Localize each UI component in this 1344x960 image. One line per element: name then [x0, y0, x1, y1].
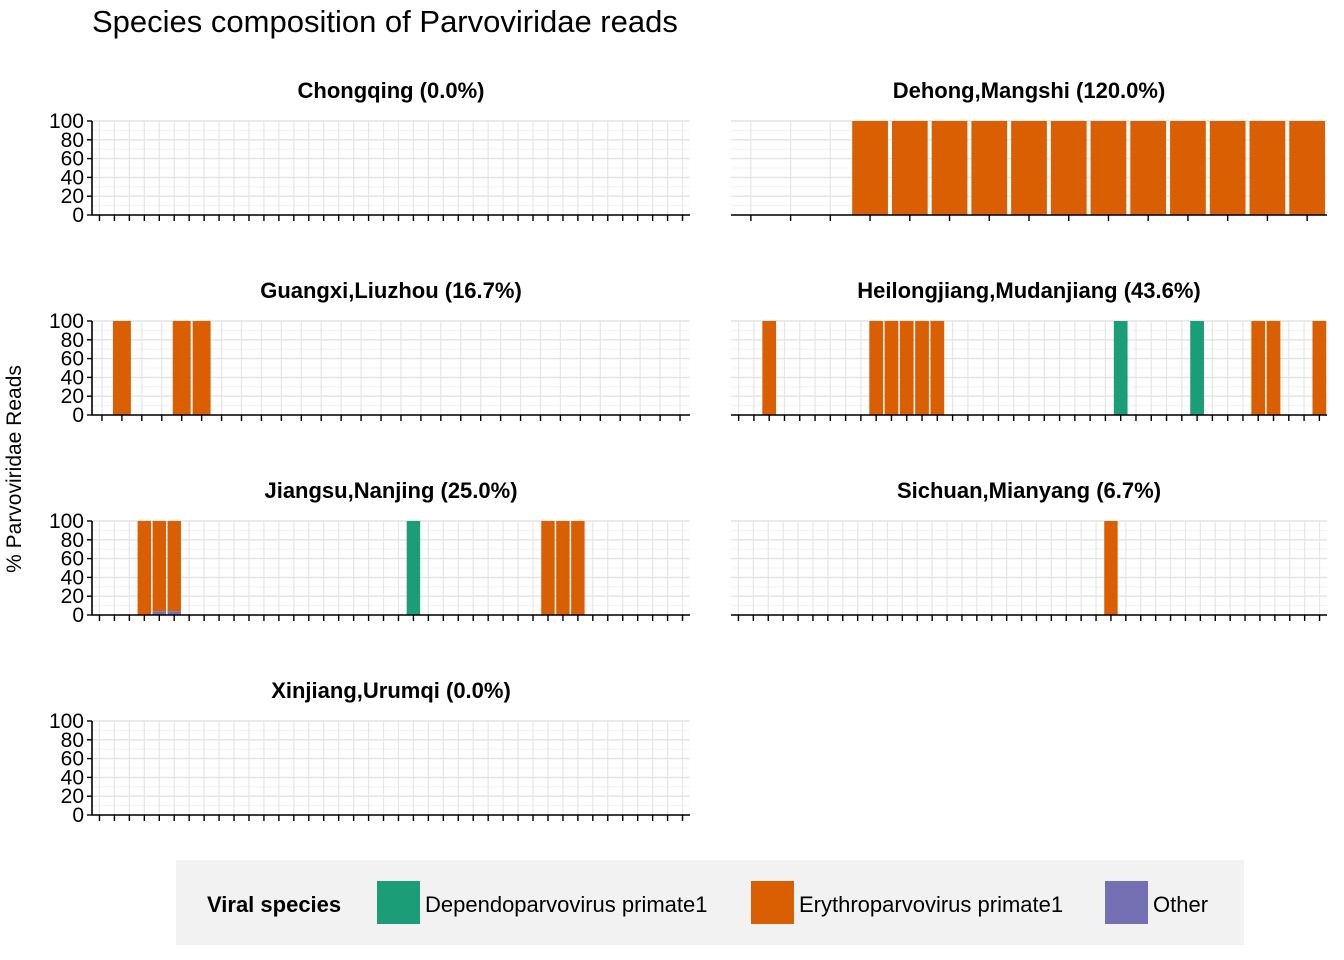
legend-box: [176, 860, 1244, 945]
bar-segment-erythroparvovirus: [1266, 321, 1281, 415]
legend: Viral species Dependoparvovirus primate1 E…: [176, 860, 1244, 945]
facet-strip-label: Jiangsu,Nanjing (25.0%): [264, 478, 517, 503]
bar-segment-erythroparvovirus: [556, 521, 570, 615]
y-tick-label: 80: [61, 329, 84, 352]
facet-strip-label: Guangxi,Liuzhou (16.7%): [260, 278, 522, 303]
bar-segment-erythroparvovirus: [1130, 121, 1167, 215]
bar-segment-erythroparvovirus: [1170, 121, 1206, 215]
y-tick-label: 0: [72, 604, 84, 627]
bar-segment-erythroparvovirus: [541, 521, 555, 615]
y-tick-label: 0: [72, 404, 84, 427]
bar-segment-erythroparvovirus: [167, 521, 181, 612]
facet-strip-label: Heilongjiang,Mudanjiang (43.6%): [857, 278, 1200, 303]
y-tick-label: 80: [61, 129, 84, 152]
bar-segment-erythroparvovirus: [172, 321, 191, 415]
legend-entry-label: Other: [1153, 892, 1208, 917]
legend-swatch: [377, 881, 420, 924]
y-tick-label: 40: [61, 766, 84, 789]
facet-panels: Chongqing (0.0%)020406080100Dehong,Mangs…: [49, 78, 1327, 827]
bar-segment-dependoparvovirus: [1113, 321, 1128, 415]
bar-segment-erythroparvovirus: [891, 121, 928, 215]
y-tick-label: 60: [61, 548, 84, 571]
bar-segment-erythroparvovirus: [1251, 321, 1266, 415]
bar-segment-erythroparvovirus: [869, 321, 884, 415]
facet-strip-label: Xinjiang,Urumqi (0.0%): [271, 678, 511, 703]
legend-title: Viral species: [207, 892, 341, 917]
bar-segment-erythroparvovirus: [1050, 121, 1087, 215]
y-tick-label: 20: [61, 585, 84, 608]
y-tick-label: 60: [61, 148, 84, 171]
y-tick-label: 20: [61, 185, 84, 208]
legend-swatch: [1105, 881, 1148, 924]
facet-panel: Dehong,Mangshi (120.0%): [731, 78, 1327, 221]
bar-segment-dependoparvovirus: [1190, 321, 1204, 415]
bar-segment-other: [152, 611, 167, 615]
y-tick-label: 40: [61, 366, 84, 389]
bar-segment-erythroparvovirus: [152, 521, 167, 612]
bar-segment-erythroparvovirus: [931, 121, 968, 215]
bar-segment-erythroparvovirus: [971, 121, 1008, 215]
legend-swatch: [751, 881, 794, 924]
y-tick-label: 100: [49, 510, 84, 533]
y-tick-label: 20: [61, 785, 84, 808]
bar-segment-erythroparvovirus: [1249, 121, 1286, 215]
bar-segment-erythroparvovirus: [1289, 121, 1326, 215]
bar-segment-erythroparvovirus: [1209, 121, 1246, 215]
bar-segment-dependoparvovirus: [406, 521, 421, 615]
bar-segment-erythroparvovirus: [1104, 521, 1118, 615]
y-tick-label: 100: [49, 110, 84, 133]
bar-segment-erythroparvovirus: [571, 521, 585, 615]
bar-segment-erythroparvovirus: [137, 521, 152, 615]
facet-panel: Sichuan,Mianyang (6.7%): [731, 478, 1327, 621]
y-tick-label: 80: [61, 729, 84, 752]
bar-segment-erythroparvovirus: [1312, 321, 1327, 415]
bar-segment-erythroparvovirus: [884, 321, 899, 415]
facet-strip-label: Chongqing (0.0%): [298, 78, 485, 103]
y-tick-label: 80: [61, 529, 84, 552]
facet-panel: Heilongjiang,Mudanjiang (43.6%): [731, 278, 1327, 421]
bar-segment-erythroparvovirus: [192, 321, 211, 415]
bar-segment-erythroparvovirus: [852, 121, 888, 215]
y-tick-label: 0: [72, 204, 84, 227]
legend-entry-label: Erythroparvovirus primate1: [799, 892, 1063, 917]
bar-segment-erythroparvovirus: [930, 321, 945, 415]
y-tick-label: 20: [61, 385, 84, 408]
bar-segment-erythroparvovirus: [915, 321, 929, 415]
bar-segment-erythroparvovirus: [112, 321, 131, 415]
facet-strip-label: Dehong,Mangshi (120.0%): [893, 78, 1166, 103]
legend-entry-label: Dependoparvovirus primate1: [425, 892, 708, 917]
bar-segment-erythroparvovirus: [762, 321, 777, 415]
bar-segment-erythroparvovirus: [1011, 121, 1047, 215]
y-tick-label: 100: [49, 710, 84, 733]
y-tick-label: 40: [61, 566, 84, 589]
y-axis-label: % Parvoviridae Reads: [3, 365, 26, 573]
bar-segment-other: [167, 611, 181, 615]
chart-title: Species composition of Parvoviridae read…: [92, 4, 678, 39]
y-tick-label: 0: [72, 804, 84, 827]
bar-segment-erythroparvovirus: [899, 321, 914, 415]
y-tick-label: 60: [61, 748, 84, 771]
y-tick-label: 40: [61, 166, 84, 189]
y-tick-label: 60: [61, 348, 84, 371]
bar-segment-erythroparvovirus: [1090, 121, 1127, 215]
y-tick-label: 100: [49, 310, 84, 333]
facet-strip-label: Sichuan,Mianyang (6.7%): [897, 478, 1161, 503]
